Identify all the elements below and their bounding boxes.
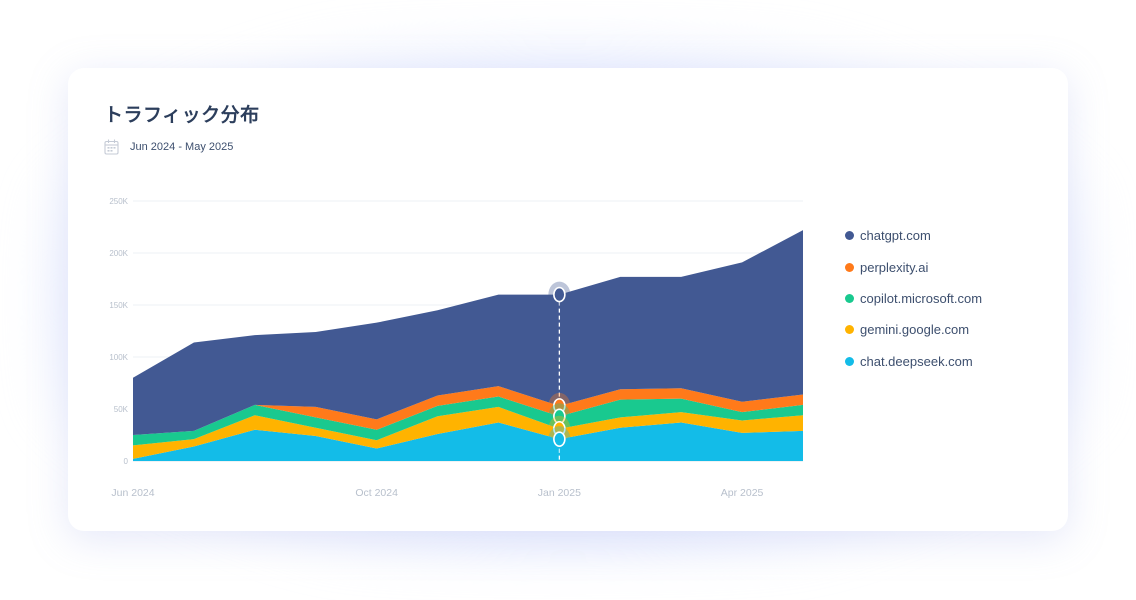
x-tick-label: Oct 2024: [355, 487, 398, 499]
legend-dot: [845, 231, 854, 241]
date-range-label: Jun 2024 - May 2025: [130, 141, 234, 153]
legend-item[interactable]: gemini.google.com: [845, 314, 982, 345]
chart-legend: chatgpt.com perplexity.ai copilot.microsof…: [845, 220, 982, 377]
hover-marker-chat-deepseek-com: [548, 426, 571, 453]
legend-dot: [845, 293, 854, 303]
y-tick-label: 250K: [109, 197, 128, 206]
legend-item[interactable]: chat.deepseek.com: [845, 346, 982, 377]
x-tick-label: Jan 2025: [538, 487, 581, 499]
hover-marker-dot: [553, 286, 566, 303]
card-title: トラフィック分布: [104, 104, 260, 126]
area-chatgpt-com: [133, 230, 803, 435]
traffic-distribution-card: トラフィック分布 Jun 2024 - May 2025 0 50K 100K 150…: [68, 68, 1068, 531]
y-tick-label: 0: [124, 457, 129, 466]
legend-label: copilot.microsoft.com: [860, 290, 983, 306]
x-axis: Jun 2024 Oct 2024 Jan 2025 Apr 2025: [111, 487, 763, 499]
stacked-area-chart[interactable]: 0 50K 100K 150K 200K 250K Jun 2024 Oct 2024 Jan…: [68, 68, 1068, 531]
x-tick-label: Jun 2024: [111, 487, 154, 499]
hover-marker-perplexity-ai: [548, 392, 571, 419]
hover-marker-dot: [553, 431, 566, 447]
chart-areas: [133, 230, 803, 461]
legend-dot: [845, 262, 854, 272]
area-copilot-microsoft-com: [133, 396, 803, 446]
y-tick-label: 50K: [114, 405, 129, 414]
legend-item[interactable]: chatgpt.com: [845, 220, 982, 251]
y-tick-label: 100K: [109, 353, 128, 362]
calendar-icon: [104, 139, 119, 155]
area-perplexity-ai: [133, 386, 803, 435]
legend-dot: [845, 325, 854, 335]
legend-label: gemini.google.com: [860, 322, 970, 338]
hover-indicator: [548, 281, 571, 461]
y-axis: 0 50K 100K 150K 200K 250K: [109, 197, 128, 466]
legend-item[interactable]: perplexity.ai: [845, 251, 982, 282]
date-range-row[interactable]: Jun 2024 - May 2025: [104, 138, 233, 156]
y-tick-label: 200K: [109, 249, 128, 258]
legend-label: perplexity.ai: [860, 259, 929, 275]
y-tick-label: 150K: [109, 301, 128, 310]
area-chat-deepseek-com: [133, 422, 803, 461]
area-gemini-google-com: [133, 406, 803, 459]
legend-label: chat.deepseek.com: [860, 353, 973, 369]
legend-item[interactable]: copilot.microsoft.com: [845, 283, 982, 314]
x-tick-label: Apr 2025: [721, 487, 764, 499]
hover-marker-chatgpt-com: [548, 281, 571, 308]
legend-dot: [845, 356, 854, 366]
legend-label: chatgpt.com: [860, 228, 931, 244]
